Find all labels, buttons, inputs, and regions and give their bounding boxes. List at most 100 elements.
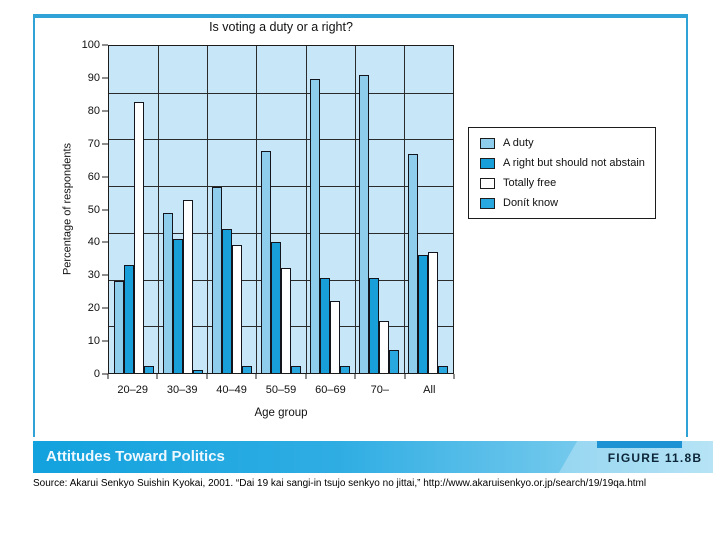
bar bbox=[211, 186, 222, 373]
y-axis-ticks bbox=[102, 44, 108, 375]
x-tick-label: 70– bbox=[370, 384, 390, 396]
band-title: Attitudes Toward Politics bbox=[46, 448, 225, 465]
legend-item: Totally free bbox=[480, 177, 649, 189]
x-tick-label: All bbox=[423, 384, 436, 396]
y-tick-label: 90 bbox=[87, 71, 100, 84]
bar bbox=[418, 255, 429, 373]
x-tick-label: 60–69 bbox=[315, 384, 346, 396]
y-tick bbox=[102, 143, 108, 145]
column-separator bbox=[403, 46, 405, 373]
bar bbox=[241, 366, 252, 373]
column-separator bbox=[207, 46, 209, 373]
legend-item: Donít know bbox=[480, 197, 649, 209]
y-tick-label: 0 bbox=[93, 368, 100, 380]
column-separator bbox=[354, 46, 356, 373]
title-band: Attitudes Toward Politics FIGURE 11.8B bbox=[33, 441, 713, 473]
x-axis-labels: 20–29 30–39 40–49 50–59 60–69 70– All bbox=[108, 384, 454, 398]
y-tick bbox=[102, 274, 108, 276]
bar bbox=[172, 238, 183, 373]
bar bbox=[143, 366, 154, 373]
y-tick bbox=[102, 373, 108, 375]
bar bbox=[123, 265, 134, 373]
legend: A duty A right but should not abstain Tota… bbox=[468, 127, 656, 219]
y-tick-label: 70 bbox=[87, 137, 100, 150]
y-tick bbox=[102, 340, 108, 342]
x-axis-title: Age group bbox=[254, 407, 308, 419]
y-tick bbox=[102, 44, 108, 46]
bar bbox=[340, 366, 351, 373]
legend-item: A duty bbox=[480, 137, 649, 149]
y-tick-label: 80 bbox=[87, 104, 100, 117]
bar bbox=[438, 366, 449, 373]
y-tick bbox=[102, 110, 108, 112]
bar bbox=[261, 150, 271, 373]
y-tick-label: 100 bbox=[81, 39, 100, 51]
y-tick bbox=[102, 241, 108, 243]
x-tick-label: 20–29 bbox=[117, 384, 148, 396]
legend-swatch bbox=[480, 177, 495, 189]
bar bbox=[379, 320, 390, 373]
y-tick bbox=[102, 77, 108, 79]
bar bbox=[162, 212, 173, 373]
x-tick bbox=[255, 374, 257, 379]
legend-item: A right but should not abstain bbox=[480, 157, 649, 169]
gridline bbox=[109, 92, 453, 94]
legend-swatch bbox=[480, 197, 495, 209]
bar bbox=[428, 252, 439, 373]
bar bbox=[182, 199, 193, 373]
column-separator bbox=[158, 46, 160, 373]
bar bbox=[310, 78, 321, 373]
legend-label: Totally free bbox=[503, 177, 557, 189]
y-tick bbox=[102, 176, 108, 178]
y-tick-label: 10 bbox=[87, 335, 100, 348]
bar bbox=[389, 350, 400, 373]
bar bbox=[369, 278, 380, 373]
y-tick-label: 60 bbox=[87, 170, 100, 183]
x-tick bbox=[107, 374, 109, 379]
bar bbox=[113, 281, 124, 373]
y-tick-label: 20 bbox=[87, 302, 100, 315]
x-tick bbox=[404, 374, 406, 379]
x-tick bbox=[206, 374, 208, 379]
gridline bbox=[109, 186, 453, 188]
y-tick bbox=[102, 209, 108, 210]
x-tick bbox=[354, 374, 356, 379]
x-tick-label: 50–59 bbox=[265, 384, 297, 396]
x-axis-ticks bbox=[107, 374, 455, 379]
legend-label: A right but should not abstain bbox=[503, 157, 645, 169]
bar bbox=[330, 301, 341, 373]
y-tick-label: 30 bbox=[87, 269, 100, 282]
x-tick bbox=[156, 374, 158, 379]
y-tick-label: 50 bbox=[87, 203, 100, 216]
legend-swatch bbox=[480, 157, 495, 169]
bar bbox=[271, 242, 281, 373]
bar bbox=[133, 101, 144, 373]
x-tick-label: 40–49 bbox=[216, 384, 247, 396]
band-strip-decoration bbox=[597, 441, 682, 448]
y-tick-label: 40 bbox=[87, 236, 100, 249]
legend-swatch bbox=[480, 137, 495, 149]
bar bbox=[221, 229, 232, 373]
plot-area bbox=[108, 45, 454, 374]
legend-label: Donít know bbox=[503, 197, 559, 209]
gridline bbox=[109, 139, 453, 141]
legend-label: A duty bbox=[503, 137, 534, 149]
bar bbox=[408, 153, 419, 373]
bar bbox=[320, 278, 331, 373]
x-tick bbox=[305, 374, 307, 379]
source-citation: Source: Akarui Senkyo Suishin Kyokai, 20… bbox=[33, 478, 647, 489]
bar bbox=[192, 369, 203, 373]
x-tick-label: 30–39 bbox=[166, 384, 198, 396]
figure-number-label: FIGURE 11.8B bbox=[607, 451, 703, 465]
x-tick bbox=[453, 374, 455, 379]
bar bbox=[281, 268, 291, 373]
bar bbox=[359, 75, 370, 373]
column-separator bbox=[305, 46, 307, 373]
bar bbox=[231, 245, 242, 373]
gridline bbox=[109, 232, 453, 234]
chart-title: Is voting a duty or a right? bbox=[209, 20, 353, 34]
column-separator bbox=[256, 46, 258, 373]
bar bbox=[291, 366, 301, 373]
y-axis-labels: 0 10 20 30 40 50 60 70 80 90 100 bbox=[56, 39, 100, 380]
